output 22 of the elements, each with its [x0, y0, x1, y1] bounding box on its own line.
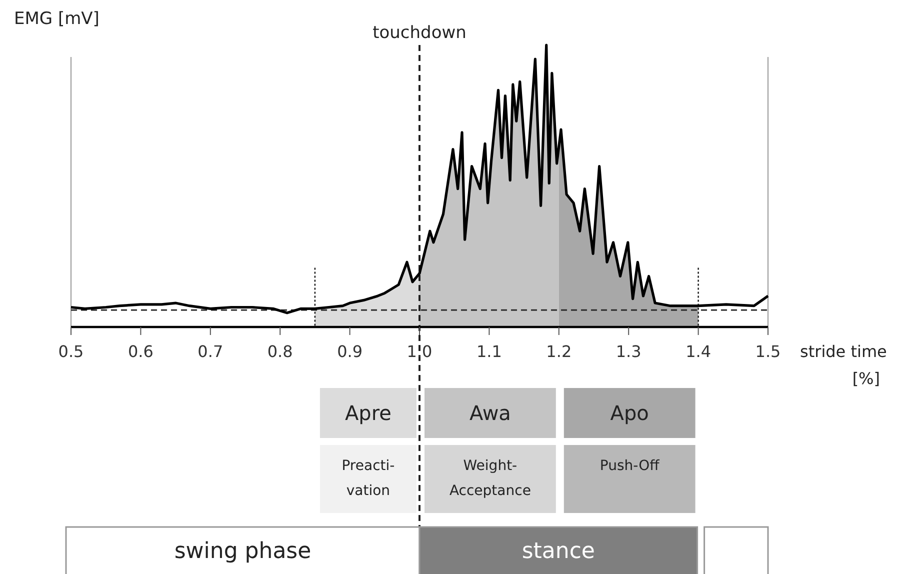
x-tick-label: 1.1	[476, 342, 502, 361]
x-tick-label: 1.0	[406, 342, 432, 361]
x-axis-title: stride time [%]	[800, 342, 887, 388]
x-tick-label: 0.8	[267, 342, 293, 361]
text: stance	[522, 539, 595, 564]
x-tick-label: 0.5	[58, 342, 84, 361]
text: swing phase	[174, 539, 312, 564]
x-tick-label: 1.2	[546, 342, 572, 361]
text: Apre	[344, 401, 392, 425]
text: Weight-Acceptance	[449, 458, 531, 499]
x-tick-label: 1.3	[616, 342, 642, 361]
ref-line-label: touchdown	[372, 23, 466, 43]
x-tick-label: 0.9	[337, 342, 363, 361]
x-tick-label: 1.5	[755, 342, 781, 361]
x-tick-label: 0.7	[198, 342, 224, 361]
x-tick-label: 0.6	[128, 342, 154, 361]
text: Preacti-vation	[342, 458, 395, 499]
y-axis-title: EMG [mV]	[14, 9, 100, 29]
text: Push-Off	[600, 458, 660, 474]
text: Awa	[469, 401, 511, 425]
text: Apo	[610, 401, 649, 425]
x-tick-label: 1.4	[686, 342, 712, 361]
